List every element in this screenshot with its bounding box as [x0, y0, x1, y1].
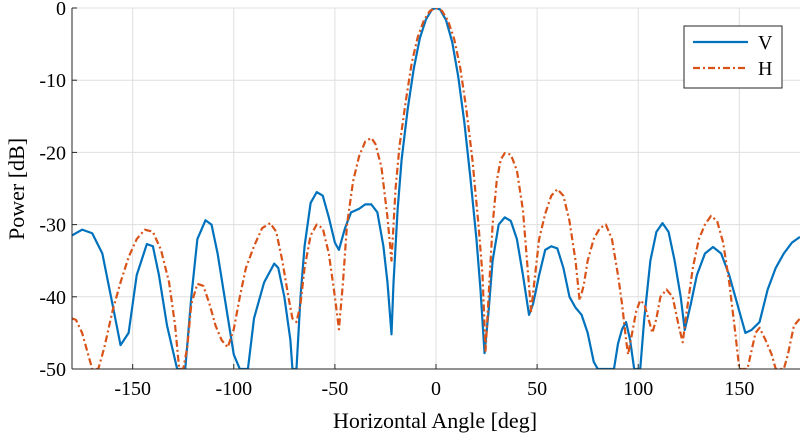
- y-axis-label: Power [dB]: [4, 138, 29, 240]
- ticks-layer: -150 -100 -50 0 50 100 150 0 -10 -20 -30 -40 -50: [39, 0, 754, 400]
- legend: V H: [683, 25, 783, 89]
- x-tick-label: -100: [215, 378, 252, 400]
- x-tick-label: -150: [114, 378, 151, 400]
- y-tick-label: -40: [39, 287, 66, 309]
- x-tick-label: -50: [322, 378, 349, 400]
- series-layer: [72, 8, 800, 369]
- y-tick-label: 0: [56, 0, 66, 20]
- x-tick-label: 50: [527, 378, 547, 400]
- y-tick-label: -20: [39, 142, 66, 164]
- x-tick-label: 0: [431, 378, 441, 400]
- x-tick-label: 150: [724, 378, 754, 400]
- y-tick-label: -30: [39, 215, 66, 237]
- x-tick-label: 100: [623, 378, 653, 400]
- legend-h-label: H: [758, 58, 772, 80]
- x-axis-label: Horizontal Angle [deg]: [333, 408, 537, 433]
- legend-v-label: V: [758, 32, 773, 54]
- series-line-h: [72, 8, 800, 369]
- series-line-v: [72, 8, 800, 369]
- legend-box: [683, 25, 783, 89]
- y-tick-label: -10: [39, 70, 66, 92]
- y-tick-label: -50: [39, 359, 66, 381]
